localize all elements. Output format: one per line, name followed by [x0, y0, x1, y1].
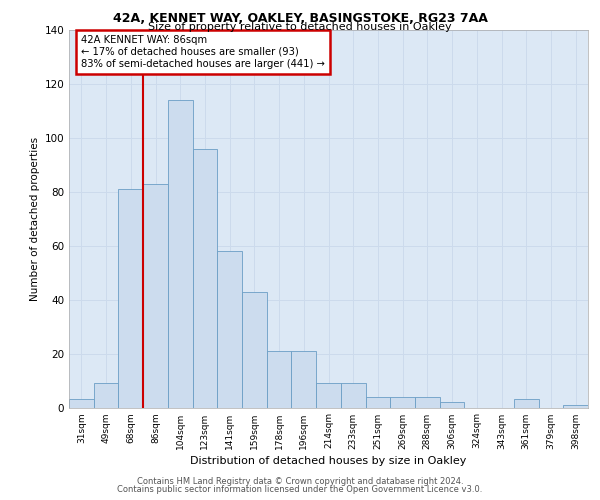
Bar [341, 383, 365, 407]
Text: Size of property relative to detached houses in Oakley: Size of property relative to detached ho… [148, 22, 452, 32]
Text: Contains public sector information licensed under the Open Government Licence v3: Contains public sector information licen… [118, 485, 482, 494]
Text: Contains HM Land Registry data © Crown copyright and database right 2024.: Contains HM Land Registry data © Crown c… [137, 477, 463, 486]
Bar [94, 383, 118, 407]
Bar [440, 402, 464, 407]
Bar [316, 383, 341, 407]
Bar [217, 251, 242, 408]
Bar [69, 400, 94, 407]
Bar [242, 292, 267, 408]
Bar [365, 396, 390, 407]
Text: 42A KENNET WAY: 86sqm
← 17% of detached houses are smaller (93)
83% of semi-deta: 42A KENNET WAY: 86sqm ← 17% of detached … [82, 36, 325, 68]
Text: 42A, KENNET WAY, OAKLEY, BASINGSTOKE, RG23 7AA: 42A, KENNET WAY, OAKLEY, BASINGSTOKE, RG… [113, 12, 487, 26]
Bar [563, 405, 588, 407]
X-axis label: Distribution of detached houses by size in Oakley: Distribution of detached houses by size … [190, 456, 467, 466]
Bar [390, 396, 415, 407]
Bar [267, 351, 292, 408]
Bar [118, 189, 143, 408]
Bar [168, 100, 193, 408]
Bar [143, 184, 168, 408]
Bar [193, 148, 217, 408]
Bar [514, 400, 539, 407]
Y-axis label: Number of detached properties: Number of detached properties [30, 136, 40, 301]
Bar [292, 351, 316, 408]
Bar [415, 396, 440, 407]
